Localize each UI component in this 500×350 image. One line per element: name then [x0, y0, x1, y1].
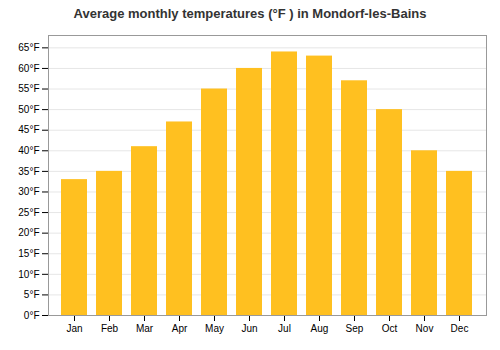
svg-text:0°F: 0°F [24, 310, 40, 321]
svg-text:5°F: 5°F [24, 289, 40, 300]
svg-text:Jun: Jun [241, 323, 257, 334]
svg-text:Apr: Apr [172, 323, 188, 334]
svg-text:60°F: 60°F [18, 63, 39, 74]
svg-text:15°F: 15°F [18, 248, 39, 259]
svg-text:Dec: Dec [451, 323, 469, 334]
svg-text:65°F: 65°F [18, 42, 39, 53]
svg-text:40°F: 40°F [18, 145, 39, 156]
svg-text:Jul: Jul [278, 323, 291, 334]
svg-text:30°F: 30°F [18, 186, 39, 197]
svg-text:May: May [205, 323, 224, 334]
svg-text:50°F: 50°F [18, 104, 39, 115]
svg-text:Jan: Jan [66, 323, 82, 334]
svg-text:55°F: 55°F [18, 83, 39, 94]
svg-text:45°F: 45°F [18, 124, 39, 135]
svg-text:20°F: 20°F [18, 227, 39, 238]
svg-text:Feb: Feb [101, 323, 119, 334]
svg-text:Sep: Sep [346, 323, 364, 334]
svg-text:35°F: 35°F [18, 166, 39, 177]
svg-text:Oct: Oct [382, 323, 398, 334]
svg-text:Aug: Aug [311, 323, 329, 334]
html-text:Average monthly temperatures (: Average monthly temperatures (°F ) in Mo… [73, 6, 427, 21]
svg-text:10°F: 10°F [18, 269, 39, 280]
svg-text:Nov: Nov [416, 323, 434, 334]
svg-text:Mar: Mar [136, 323, 154, 334]
svg-text:25°F: 25°F [18, 207, 39, 218]
